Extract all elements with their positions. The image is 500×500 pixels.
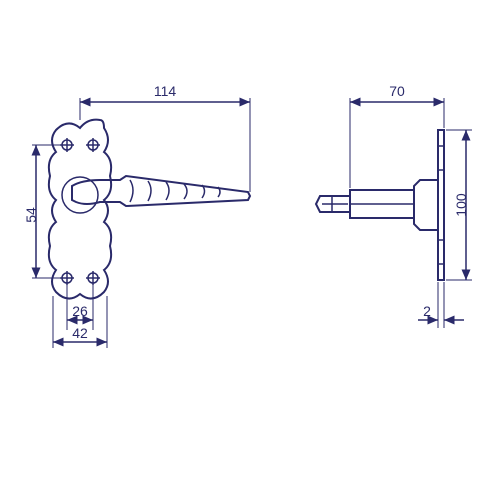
dim-plate-thickness: 2 xyxy=(423,303,431,319)
dim-side-height: 100 xyxy=(453,193,469,217)
front-view: 114 54 26 42 xyxy=(23,83,250,348)
dim-side-depth: 70 xyxy=(389,83,405,99)
dim-lever-length: 114 xyxy=(154,83,177,99)
dim-hole-hspacing: 26 xyxy=(72,303,88,319)
dim-hole-vspacing: 54 xyxy=(23,207,39,223)
backplate-outline xyxy=(49,120,111,299)
lever-handle xyxy=(72,176,250,206)
side-plate xyxy=(438,130,444,280)
side-rose xyxy=(414,180,438,230)
dim-plate-width: 42 xyxy=(72,325,88,341)
side-view: 70 100 2 xyxy=(316,83,472,328)
mounting-holes xyxy=(60,138,100,285)
side-lever-tip xyxy=(316,196,350,212)
technical-drawing: 114 54 26 42 xyxy=(0,0,500,500)
